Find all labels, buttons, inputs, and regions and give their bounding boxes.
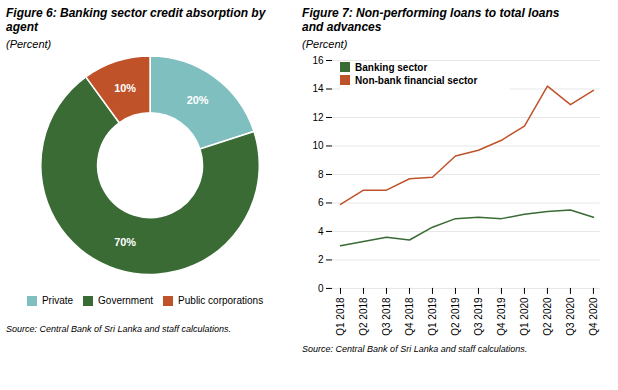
svg-text:Q4 2019: Q4 2019 <box>496 297 507 336</box>
html-text:Non-bank financial sector: Non-bank financial sector <box>355 74 478 86</box>
svg-text:Q4 2020: Q4 2020 <box>588 297 599 336</box>
svg-text:Q2 2019: Q2 2019 <box>450 297 461 336</box>
html-text:Private: Private <box>41 295 74 307</box>
svg-text:Q1 2019: Q1 2019 <box>427 297 438 336</box>
svg-text:4: 4 <box>318 225 324 236</box>
svg-text:0: 0 <box>318 282 324 293</box>
svg-text:Q1 2018: Q1 2018 <box>335 297 346 336</box>
svg-text:20%: 20% <box>187 94 209 106</box>
html-text:Figure 6: Banking sector credi: Figure 6: Banking sector credit absorpti… <box>6 6 266 35</box>
svg-text:8: 8 <box>318 168 324 179</box>
html-text:Figure 7: Non-performing loans: Figure 7: Non-performing loans to total … <box>302 6 560 35</box>
svg-text:16: 16 <box>312 54 324 65</box>
svg-text:6: 6 <box>318 197 324 208</box>
html-text:Source: Central Bank of Sri La: Source: Central Bank of Sri Lanka and st… <box>302 343 528 354</box>
html-text:Public corporations: Public corporations <box>178 295 264 307</box>
svg-text:Q1 2020: Q1 2020 <box>519 297 530 336</box>
svg-text:10: 10 <box>312 140 324 151</box>
html-text:(Percent): (Percent) <box>6 37 52 50</box>
html-text:Source: Central Bank of Sri La: Source: Central Bank of Sri Lanka and st… <box>6 324 232 335</box>
svg-text:Q2 2020: Q2 2020 <box>542 297 553 336</box>
svg-text:Q4 2018: Q4 2018 <box>404 297 415 336</box>
svg-text:Q2 2018: Q2 2018 <box>358 297 369 336</box>
svg-text:12: 12 <box>312 111 324 122</box>
svg-text:10%: 10% <box>114 82 136 94</box>
svg-text:Q3 2019: Q3 2019 <box>473 297 484 336</box>
svg-text:2: 2 <box>318 254 324 265</box>
svg-text:Q3 2020: Q3 2020 <box>565 297 576 336</box>
html-text:Banking sector: Banking sector <box>355 61 428 73</box>
svg-text:Q3 2018: Q3 2018 <box>381 297 392 336</box>
html-text:(Percent): (Percent) <box>302 37 348 50</box>
svg-text:14: 14 <box>312 83 324 94</box>
svg-text:70%: 70% <box>114 236 136 248</box>
html-text:Government: Government <box>98 295 154 307</box>
